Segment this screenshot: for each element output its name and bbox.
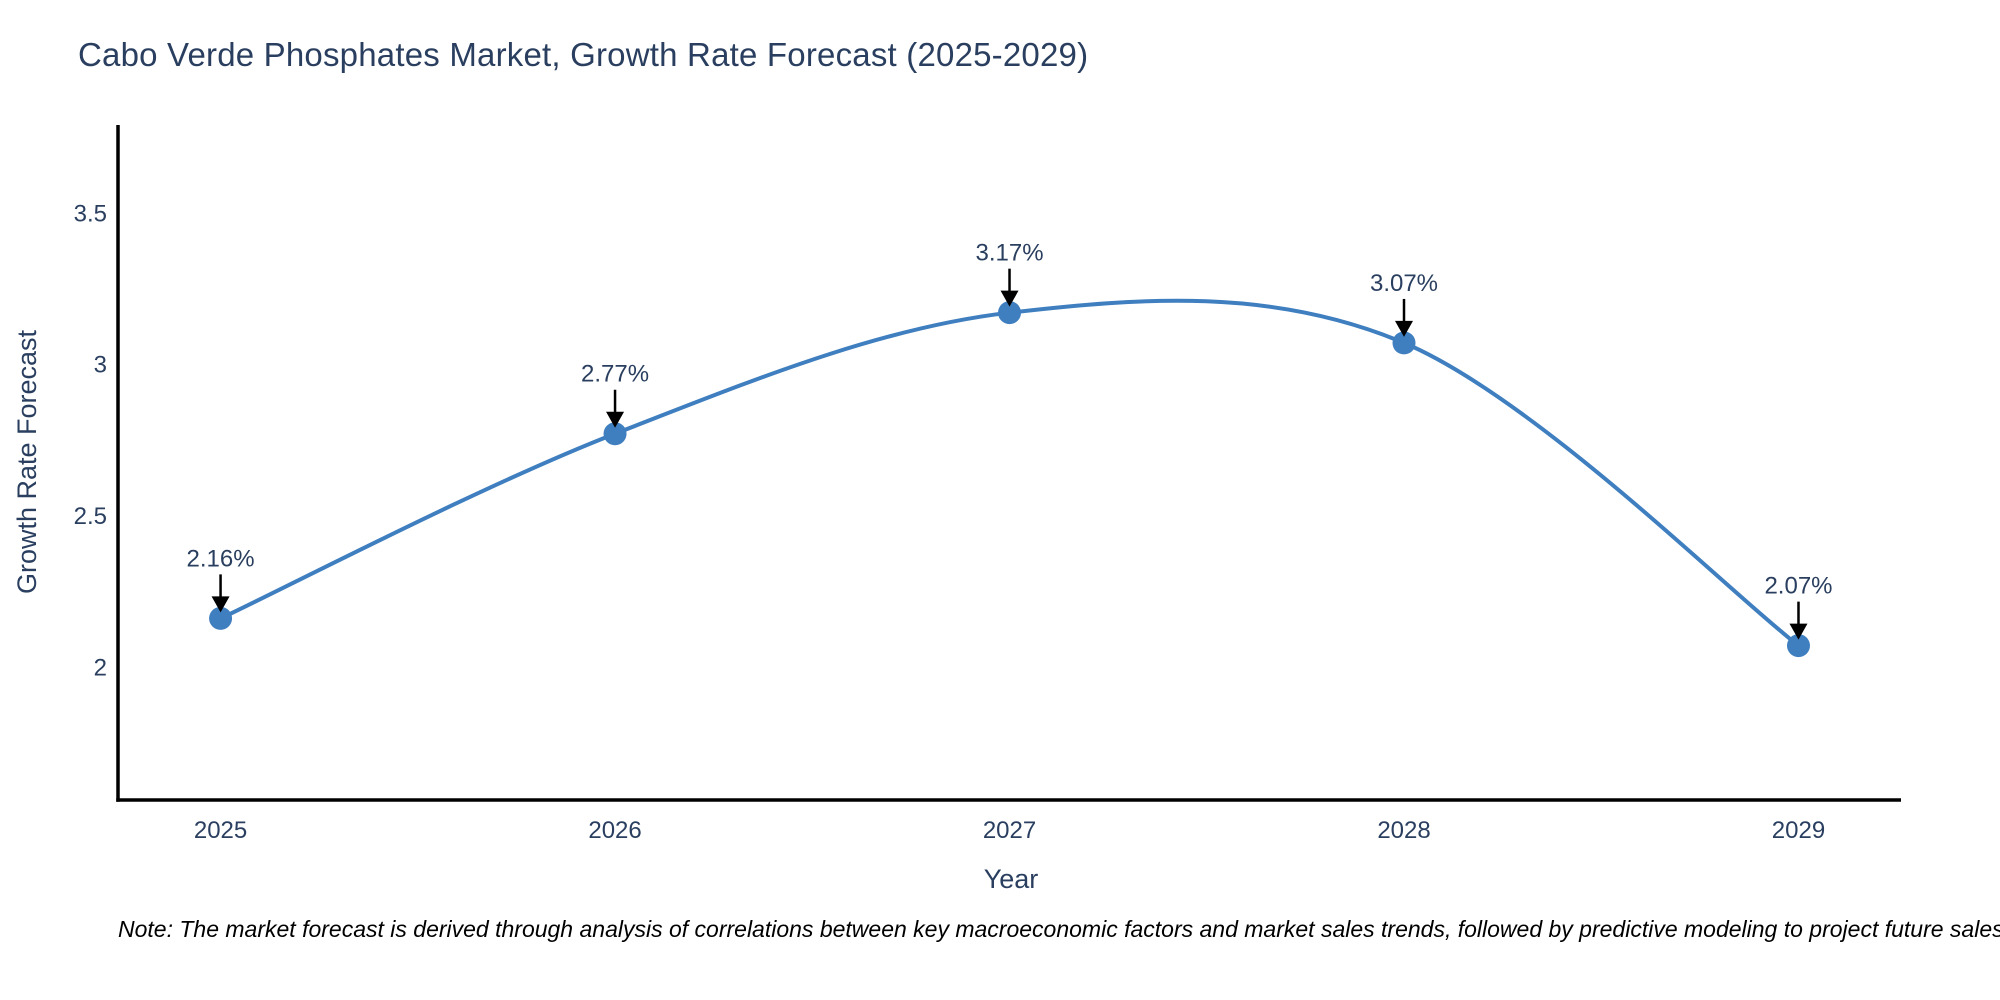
point-value-label: 2.16% [187, 545, 255, 572]
x-tick-label: 2028 [1377, 817, 1430, 844]
point-value-label: 2.77% [581, 361, 649, 388]
data-point-marker [1392, 331, 1416, 355]
chart-title: Cabo Verde Phosphates Market, Growth Rat… [78, 36, 1089, 73]
x-axis-title: Year [984, 864, 1039, 894]
forecast-line-series [219, 298, 1800, 648]
x-tick-label: 2029 [1772, 817, 1825, 844]
data-point-marker [603, 422, 627, 446]
annotation-arrowhead [1000, 290, 1019, 307]
data-point-marker [998, 301, 1022, 325]
y-tick-label: 3 [94, 352, 107, 379]
y-tick-label: 2 [94, 654, 107, 681]
x-tick-label: 2026 [588, 817, 641, 844]
annotation-arrowhead [211, 596, 230, 613]
point-annotations: 2.16% 2.77% 3.17% 3.07% 2.07% [187, 240, 1833, 640]
y-tick-label: 2.5 [74, 503, 107, 530]
point-value-label: 3.17% [975, 240, 1043, 267]
point-value-label: 3.07% [1370, 270, 1438, 297]
forecast-line [219, 298, 1800, 648]
y-tick-label: 3.5 [74, 200, 107, 227]
data-point-markers [209, 301, 1810, 658]
y-axis-tick-labels: 2 2.5 3 3.5 [74, 200, 107, 681]
y-axis-title: Growth Rate Forecast [12, 329, 42, 594]
annotation-arrowhead [1789, 623, 1808, 640]
data-point-marker [1786, 634, 1810, 658]
annotation-arrowhead [1395, 320, 1414, 337]
x-tick-label: 2027 [983, 817, 1036, 844]
x-tick-label: 2025 [194, 817, 247, 844]
annotation-arrowhead [606, 411, 625, 428]
x-axis-tick-labels: 2025 2026 2027 2028 2029 [194, 817, 1825, 844]
point-value-label: 2.07% [1764, 573, 1832, 600]
footnote: Note: The market forecast is derived thr… [118, 916, 2000, 942]
data-point-marker [209, 606, 233, 630]
